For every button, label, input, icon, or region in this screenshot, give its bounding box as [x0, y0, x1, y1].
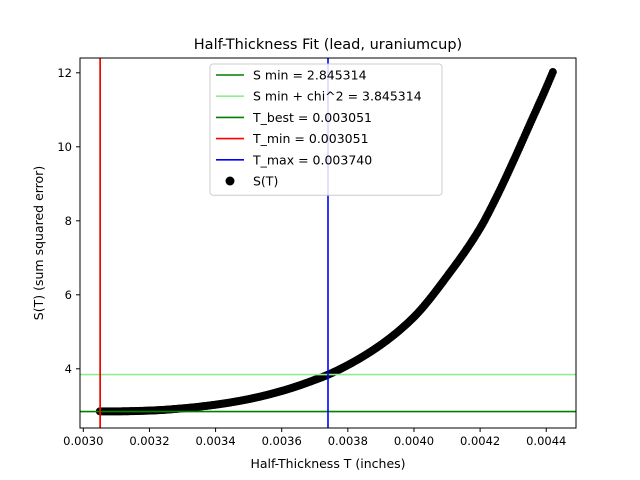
y-axis-label: S(T) (sum squared error) — [31, 166, 46, 320]
legend-entry-label: S(T) — [253, 174, 278, 189]
y-tick-label: 10 — [57, 140, 72, 154]
y-tick-label: 6 — [65, 288, 72, 302]
legend-swatch-s-t — [225, 176, 235, 186]
plot-frame — [79, 57, 577, 429]
y-tick-label: 12 — [57, 66, 72, 80]
x-tick-label: 0.0040 — [394, 434, 434, 448]
legend-entry-label: S min + chi^2 = 3.845314 — [253, 89, 422, 104]
data-point — [548, 68, 557, 77]
legend-entry-label: T_max = 0.003740 — [252, 152, 372, 167]
legend-entry-label: T_best = 0.003051 — [252, 110, 372, 125]
x-tick-label: 0.0030 — [63, 434, 103, 448]
series-s-t-points — [95, 68, 557, 416]
x-tick-label: 0.0036 — [262, 434, 302, 448]
chart-title: Half-Thickness Fit (lead, uraniumcup) — [194, 37, 462, 53]
y-tick-label: 4 — [65, 362, 72, 376]
x-tick-label: 0.0032 — [129, 434, 169, 448]
x-tick-label: 0.0044 — [526, 434, 566, 448]
x-tick-label: 0.0034 — [195, 434, 235, 448]
legend-entry-label: T_min = 0.003051 — [252, 131, 369, 146]
y-tick-label: 8 — [65, 214, 72, 228]
x-axis-label: Half-Thickness T (inches) — [250, 456, 405, 471]
legend: S min = 2.845314 S min + chi^2 = 3.845314… — [209, 63, 443, 196]
x-tick-label: 0.0038 — [328, 434, 368, 448]
legend-box — [209, 63, 443, 196]
x-tick-label: 0.0042 — [460, 434, 500, 448]
legend-entry-label: S min = 2.845314 — [253, 68, 367, 83]
